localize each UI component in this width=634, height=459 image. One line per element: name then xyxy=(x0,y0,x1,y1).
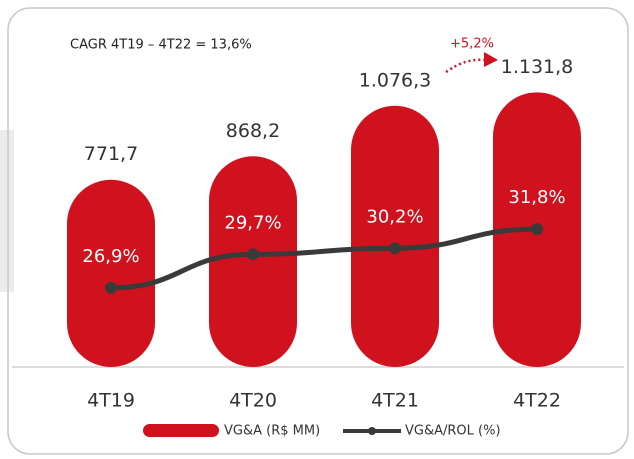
legend-line-dot xyxy=(368,427,376,435)
bar-value-label: 1.131,8 xyxy=(501,56,574,78)
ratio-point xyxy=(531,223,543,236)
ratio-value-label: 31,8% xyxy=(508,187,565,208)
bar-value-label: 771,7 xyxy=(84,143,138,165)
ratio-point xyxy=(247,248,259,261)
side-tab xyxy=(0,130,14,292)
bar xyxy=(209,156,297,367)
ratio-value-label: 29,7% xyxy=(224,212,281,233)
bar xyxy=(351,105,439,368)
ratio-value-label: 30,2% xyxy=(366,206,423,227)
card-frame xyxy=(7,7,629,455)
ratio-value-label: 26,9% xyxy=(82,246,139,267)
growth-arrowhead xyxy=(484,52,498,67)
growth-arrow xyxy=(445,58,485,74)
ratio-point xyxy=(105,281,117,294)
legend-label: VG&A/ROL (%) xyxy=(405,424,501,439)
legend-bar-swatch xyxy=(143,424,219,437)
legend-label: VG&A (R$ MM) xyxy=(224,424,320,439)
growth-note: +5,2% xyxy=(450,37,494,52)
bar xyxy=(67,179,155,367)
cagr-note: CAGR 4T19 – 4T22 = 13,6% xyxy=(70,38,252,53)
x-tick-label: 4T22 xyxy=(513,390,561,412)
x-tick-label: 4T21 xyxy=(371,390,419,412)
ratio-line xyxy=(108,226,540,291)
bar-value-label: 1.076,3 xyxy=(359,69,432,91)
ratio-point xyxy=(389,242,401,255)
x-tick-label: 4T19 xyxy=(87,390,135,412)
x-tick-label: 4T20 xyxy=(229,390,277,412)
bar-value-label: 868,2 xyxy=(226,120,280,142)
